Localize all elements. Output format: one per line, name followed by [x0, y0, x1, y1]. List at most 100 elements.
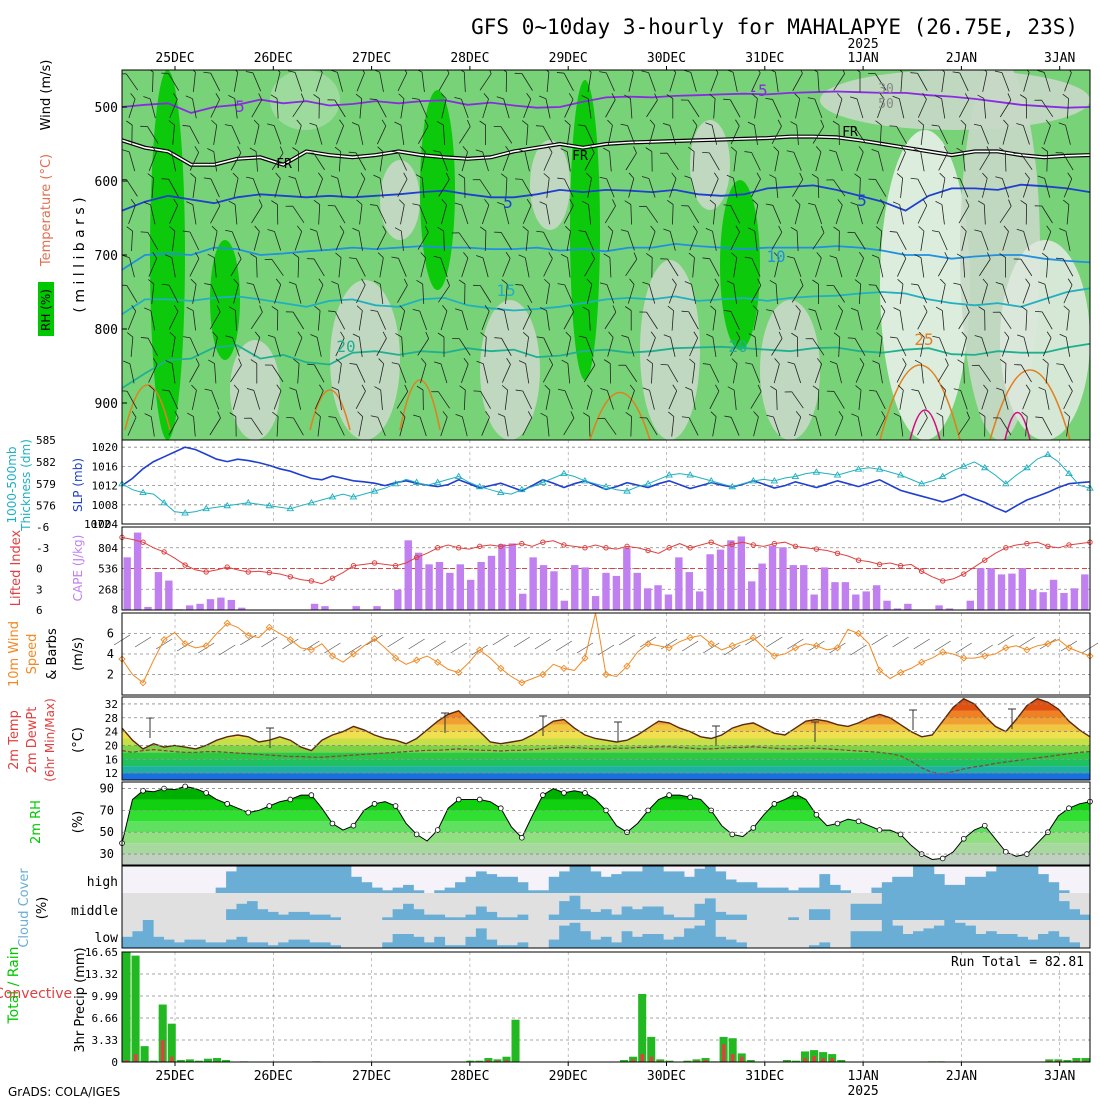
cape-bar — [863, 591, 870, 610]
cape-bar — [779, 547, 786, 610]
cape-bar — [644, 588, 651, 610]
cloud-bar-high — [601, 877, 612, 893]
cape-bar — [436, 562, 443, 610]
cloud-bar-low — [684, 928, 695, 948]
cloud-bar-middle — [726, 915, 737, 920]
cloud-bar-low — [934, 926, 945, 948]
cloud-bar-middle — [871, 904, 882, 920]
cloud-bar-middle — [236, 904, 247, 920]
cloud-bar-low — [674, 937, 685, 948]
cloud-bar-high — [236, 866, 247, 893]
cloud-bar-high — [611, 874, 622, 893]
cloud-bar-high — [1007, 866, 1018, 893]
cloud-bar-high — [216, 888, 227, 893]
cloud-bar-middle — [268, 912, 279, 920]
cloud-bar-high — [955, 885, 966, 893]
cape-bar — [613, 576, 620, 610]
cloud-bar-middle — [497, 917, 508, 920]
surface-wind-barb — [1019, 637, 1035, 647]
precip-tick-label: 3.33 — [92, 1034, 119, 1047]
pressure-tick-label: 900 — [95, 397, 118, 412]
surface-wind-barb — [535, 639, 551, 649]
cape-bar — [842, 582, 849, 610]
cape-bar — [155, 572, 162, 610]
ylabel-precip: 3hr Precip (mm) — [73, 947, 88, 1052]
cloud-bar-middle — [663, 915, 674, 920]
pressure-tick-label: 600 — [95, 175, 118, 190]
rh-marker — [267, 804, 272, 809]
cape-bar — [124, 557, 131, 610]
cape-bar — [1008, 574, 1015, 610]
cloud-bar-high — [830, 885, 841, 893]
ylabel-wind10-a: 10m Wind — [7, 621, 22, 687]
cloud-bar-high — [788, 890, 799, 893]
rh-marker — [477, 797, 482, 802]
rh-marker — [982, 823, 987, 828]
contour-label: FR — [842, 125, 858, 140]
cloud-bar-low — [986, 931, 997, 948]
cape-tick-label: 268 — [98, 583, 118, 596]
cloud-bar-high — [497, 877, 508, 893]
slp-tick-label: 1012 — [92, 480, 119, 493]
surface-wind-barb — [766, 637, 782, 647]
cloud-bar-middle — [403, 904, 414, 920]
li-tick-label: -6 — [36, 521, 49, 534]
cloud-bar-low — [174, 942, 185, 948]
contour-label: 5 — [503, 193, 513, 212]
ylabel-rh: RH (%) — [39, 289, 53, 331]
run-total-label: Run Total = 82.81 — [951, 955, 1084, 970]
bottom-date-label: 30DEC — [647, 1069, 686, 1084]
bottom-date-label: 31DEC — [745, 1069, 784, 1084]
rh-marker — [835, 821, 840, 826]
rh-marker — [814, 812, 819, 817]
cloud-bar-middle — [289, 912, 300, 920]
surface-wind-barb — [219, 645, 235, 655]
cape-tick-label: 804 — [98, 542, 118, 555]
cloud-bar-middle — [278, 915, 289, 920]
rh-marker — [961, 836, 966, 841]
cloud-bar-low — [653, 934, 664, 948]
rh-shading — [820, 70, 1090, 130]
rh-marker — [540, 793, 545, 798]
cloud-bar-middle — [601, 909, 612, 920]
temperature-band — [122, 752, 1090, 759]
cloud-bar-high — [632, 871, 643, 893]
surface-wind-barb — [324, 643, 340, 653]
cloud-bar-low — [320, 942, 331, 948]
cloud-bar-high — [986, 871, 997, 893]
cloud-bar-low — [715, 937, 726, 948]
cloud-bar-middle — [1048, 893, 1059, 920]
li-tick-label: -3 — [36, 542, 49, 555]
cape-bar — [457, 564, 464, 610]
cloud-bar-high — [455, 882, 466, 893]
rh-marker — [204, 791, 209, 796]
cloud-bar-high — [934, 874, 945, 893]
cloud-bar-middle — [320, 915, 331, 920]
cloud-bar-high — [372, 888, 383, 893]
cape-bar — [904, 604, 911, 610]
cape-bar — [561, 601, 568, 610]
contour-label: -5 — [748, 81, 767, 100]
cloud-bar-low — [913, 931, 924, 948]
rh-marker — [940, 856, 945, 861]
cape-bar — [540, 565, 547, 610]
cloud-bar-high — [393, 888, 404, 893]
surface-wind-barb — [388, 637, 404, 647]
cloud-bar-high — [309, 866, 320, 893]
wind-tick-label: 4 — [107, 647, 114, 661]
cape-bar — [686, 572, 693, 610]
cloud-bar-low — [976, 934, 987, 948]
rh-marker — [330, 821, 335, 826]
temperature-tick-label: 20 — [105, 739, 118, 752]
rh-marker — [498, 806, 503, 811]
cloud-bar-low — [851, 931, 862, 948]
temperature-tick-label: 16 — [105, 753, 118, 766]
ylabel-precip-convective: Convective — [0, 986, 72, 1002]
cape-bar — [165, 581, 172, 610]
cloud-bar-middle — [455, 917, 466, 920]
cloud-bar-middle — [715, 912, 726, 920]
cape-bar — [748, 581, 755, 610]
cloud-bar-middle — [413, 909, 424, 920]
temperature-band — [122, 759, 1090, 766]
cloud-bar-low — [143, 920, 154, 948]
